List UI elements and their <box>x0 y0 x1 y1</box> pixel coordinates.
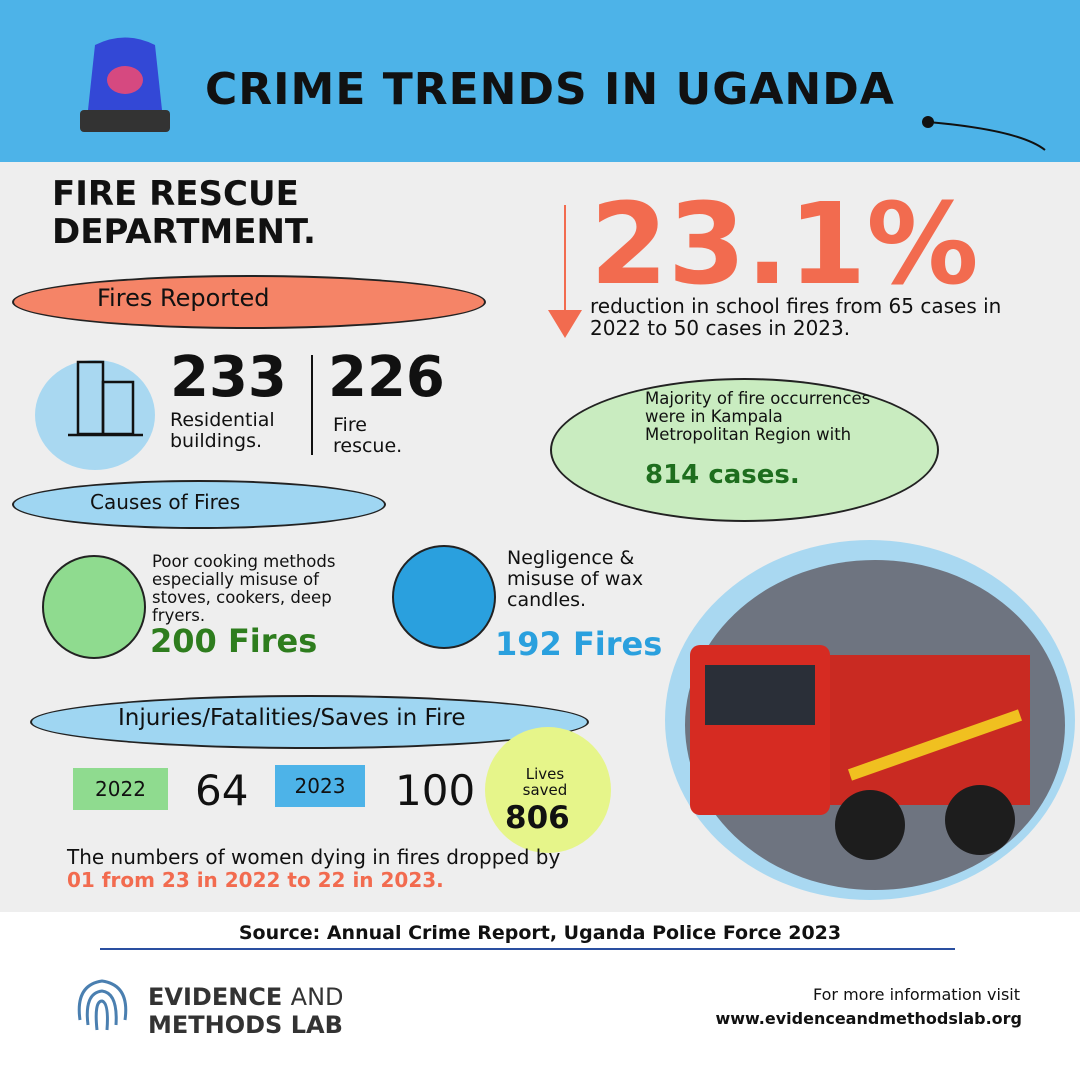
fires-heading: Fires Reported <box>97 284 270 312</box>
stat-label: Fire rescue. <box>333 414 403 457</box>
section-title: FIRE RESCUE DEPARTMENT. <box>52 174 316 252</box>
women-note: The numbers of women dying in fires drop… <box>67 846 587 892</box>
divider <box>311 355 313 455</box>
cause-text: Poor cooking methods especially misuse o… <box>152 552 336 625</box>
icon-bg <box>35 360 155 470</box>
siren-icon <box>80 37 170 132</box>
women-highlight: 01 from 23 in 2022 to 22 in 2023. <box>67 868 444 892</box>
logo-icon <box>77 979 128 1031</box>
year-badge: 2023 <box>275 765 365 807</box>
heading-ellipse <box>12 275 486 329</box>
injuries-heading: Injuries/Fatalities/Saves in Fire <box>118 705 466 731</box>
causes-heading: Causes of Fires <box>90 490 241 514</box>
stat-number: 226 <box>328 345 445 410</box>
building-icon <box>68 360 143 437</box>
logo-line: EVIDENCE <box>148 983 283 1011</box>
lives-label: Lives saved <box>522 765 568 799</box>
cause-icon <box>42 555 146 659</box>
stat-label: Residential buildings. <box>170 409 275 452</box>
year-value: 100 <box>395 766 476 815</box>
region-ellipse <box>550 378 939 522</box>
cause-text: Negligence & misuse of wax candles. <box>507 547 644 611</box>
stat-value: 23.1% <box>590 180 979 310</box>
down-arrow <box>548 205 582 338</box>
lives-circle <box>485 727 611 853</box>
women-text: The numbers of women dying in fires drop… <box>67 845 561 869</box>
heading-ellipse <box>12 480 386 529</box>
header-bar <box>0 0 1080 162</box>
cause-value: 192 Fires <box>495 625 663 663</box>
cause-icon <box>392 545 496 649</box>
source: Source: Annual Crime Report, Uganda Poli… <box>238 922 842 944</box>
stat-number: 233 <box>170 345 287 410</box>
stat-text: reduction in school fires from 65 cases … <box>590 294 1002 340</box>
region-text: Majority of fire occurrences were in Kam… <box>645 389 871 444</box>
logo-text: EVIDENCE AND METHODS LAB <box>148 983 344 1039</box>
logo-line: METHODS LAB <box>148 1011 343 1039</box>
logo-and: AND <box>290 983 344 1011</box>
source-underline <box>100 948 955 950</box>
year-badge: 2022 <box>73 768 168 810</box>
footer-url[interactable]: www.evidenceandmethodslab.org <box>715 1009 1022 1028</box>
lives-value: 806 <box>505 800 570 836</box>
footer-info: For more information visit <box>812 985 1020 1004</box>
title: CRIME TRENDS IN UGANDA <box>205 64 895 115</box>
cause-value: 200 Fires <box>150 622 318 660</box>
header-swoosh <box>922 116 1046 151</box>
fire-truck <box>665 540 1075 900</box>
year-value: 64 <box>195 766 249 815</box>
region-value: 814 cases. <box>645 460 800 490</box>
heading-ellipse <box>30 695 589 749</box>
